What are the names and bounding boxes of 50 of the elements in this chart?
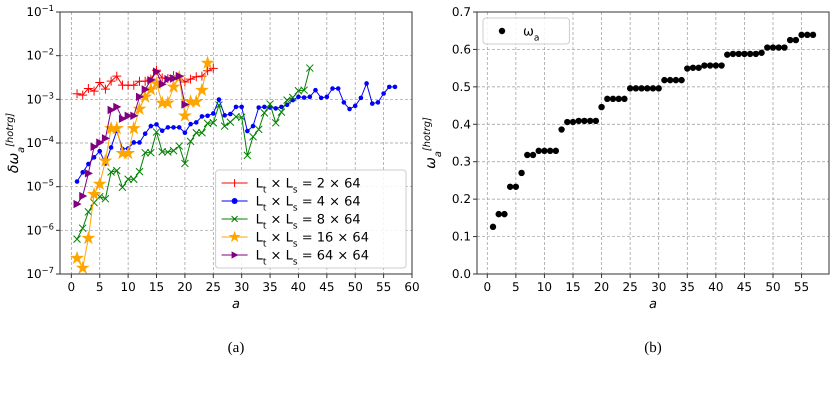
legend-label: L$_{t}$ × L$_{s}$ = 2 × 64: [256, 176, 361, 196]
y-tick-label: 10$^{−6}$: [26, 221, 54, 238]
y-tick-label: 10$^{−7}$: [26, 265, 54, 281]
x-tick-label: 5: [512, 280, 520, 294]
x-tick-label: 55: [376, 280, 392, 294]
x-tick-label: 55: [794, 280, 810, 294]
x-axis-title: a: [232, 297, 240, 312]
legend-label: L$_{t}$ × L$_{s}$ = 4 × 64: [256, 194, 361, 214]
x-axis-title: a: [649, 297, 658, 312]
legend-label: L$_{t}$ × L$_{s}$ = 64 × 64: [256, 248, 369, 268]
x-tick-label: 50: [765, 280, 781, 294]
x-tick-label: 35: [262, 280, 278, 294]
y-tick-label: 10$^{−3}$: [26, 90, 54, 106]
x-tick-label: 25: [622, 280, 638, 294]
y-tick-label: 10$^{−5}$: [26, 178, 54, 194]
x-tick-label: 15: [565, 280, 581, 294]
text: (a): [228, 340, 244, 356]
x-tick-label: 40: [708, 280, 724, 294]
y-tick-label: 0.7: [452, 5, 471, 19]
y-tick-label: 10$^{−2}$: [26, 46, 54, 63]
x-tick-label: 25: [206, 280, 221, 294]
x-tick-label: 5: [96, 280, 104, 294]
y-tick-label: 0.5: [452, 80, 471, 94]
x-tick-label: 0: [68, 280, 76, 294]
y-tick-label: 0.3: [452, 154, 471, 169]
x-tick-label: 40: [290, 280, 306, 294]
legend-label: ω$_{a}$: [523, 24, 540, 44]
x-tick-label: 45: [319, 280, 334, 294]
x-tick-label: 45: [736, 280, 752, 294]
text: (b): [644, 340, 662, 356]
x-tick-label: 10: [120, 280, 136, 294]
y-tick-label: 0.2: [452, 192, 471, 206]
legend-label: L$_{t}$ × L$_{s}$ = 16 × 64: [256, 230, 369, 250]
y-tick-label: 10$^{−4}$: [26, 134, 54, 150]
x-tick-label: 10: [536, 280, 552, 294]
x-tick-label: 60: [404, 280, 420, 294]
x-tick-label: 35: [680, 280, 695, 294]
x-tick-label: 20: [594, 280, 610, 294]
x-tick-label: 30: [234, 280, 250, 294]
y-tick-label: 0.4: [452, 117, 471, 132]
y-tick-label: 0.1: [452, 230, 471, 244]
y-tick-label: 0.0: [452, 267, 471, 281]
legend-label: L$_{t}$ × L$_{s}$ = 8 × 64: [256, 212, 361, 232]
x-tick-label: 0: [483, 280, 492, 294]
x-tick-label: 30: [651, 280, 666, 294]
x-tick-label: 50: [348, 280, 363, 294]
y-tick-label: 10$^{−1}$: [26, 3, 54, 19]
y-tick-label: 0.6: [452, 42, 471, 56]
x-tick-label: 15: [148, 280, 164, 294]
x-tick-label: 20: [177, 280, 193, 294]
